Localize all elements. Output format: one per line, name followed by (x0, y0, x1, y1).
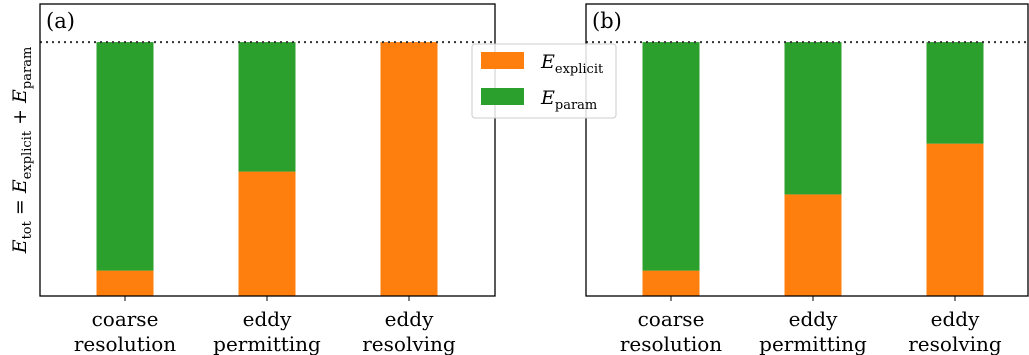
bar-b-2-explicit (926, 143, 984, 296)
x-tick-label: eddy (789, 307, 838, 331)
panel-label-b: (b) (592, 9, 622, 33)
bar-b-2-param (926, 42, 984, 144)
bar-b-1-explicit (784, 194, 842, 296)
bar-a-1-explicit (238, 171, 296, 296)
bar-a-0-param (96, 42, 154, 271)
bar-b-0-param (642, 42, 700, 271)
x-tick-label: resolution (74, 332, 176, 355)
x-tick-label: coarse (92, 307, 159, 331)
x-tick-label: resolving (908, 332, 1002, 355)
legend-swatch-explicit (481, 52, 524, 69)
legend: Eexplicit Eparam (471, 43, 617, 119)
legend-label-param: Eparam (540, 87, 597, 113)
legend-label-explicit: Eexplicit (540, 51, 604, 77)
y-axis-label: Etot = Eexplicit + Eparam (9, 47, 35, 255)
legend-swatch-param (481, 88, 524, 105)
x-tick-label: permitting (759, 332, 867, 355)
panel-label-a: (a) (46, 9, 75, 33)
bar-a-2-explicit (380, 42, 438, 296)
bar-a-1-param (238, 42, 296, 172)
x-tick-label: resolving (362, 332, 456, 355)
x-tick-label: resolution (620, 332, 722, 355)
bar-b-0-explicit (642, 270, 700, 296)
panel-a: coarseresolutioneddypermittingeddyresolv… (39, 3, 496, 355)
x-tick-label: permitting (213, 332, 321, 355)
x-tick-label: eddy (385, 307, 434, 331)
panel-b: coarseresolutioneddypermittingeddyresolv… (585, 3, 1029, 355)
bar-a-0-explicit (96, 270, 154, 296)
axes-frame-b (585, 3, 1029, 297)
x-tick-label: eddy (243, 307, 292, 331)
x-tick-label: eddy (931, 307, 980, 331)
bar-b-1-param (784, 42, 842, 195)
axes-frame-a (39, 3, 496, 297)
x-tick-label: coarse (638, 307, 705, 331)
